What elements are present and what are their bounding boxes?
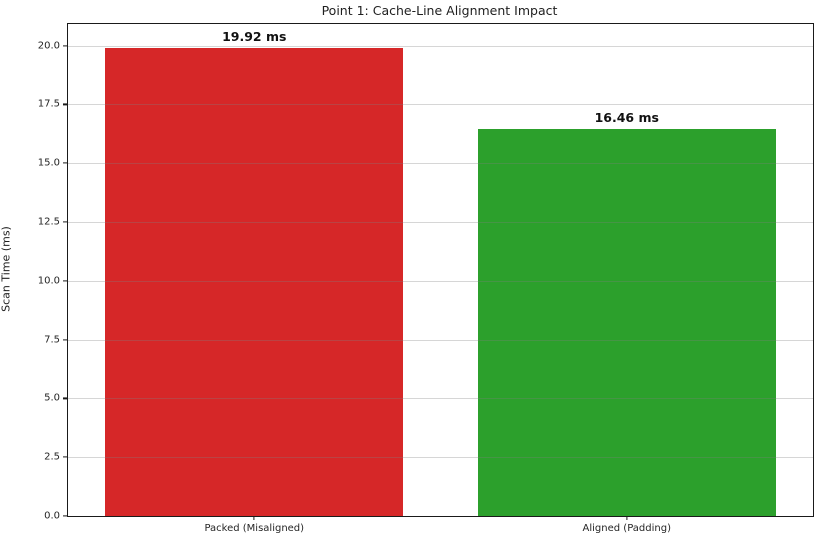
bar-value-label-1: 16.46 ms: [594, 109, 659, 125]
x-tick-label-0: Packed (Misaligned): [204, 523, 305, 534]
y-tick-mark-8: [63, 45, 67, 47]
x-tick-label-1: Aligned (Padding): [582, 523, 671, 534]
y-tick-label-6: 15.0: [37, 157, 60, 169]
bar-value-label-0: 19.92 ms: [222, 28, 287, 44]
x-tick-mark-0: [253, 516, 255, 520]
bar-1: [477, 128, 776, 516]
y-tick-label-5: 12.5: [37, 216, 60, 228]
y-tick-mark-3: [63, 339, 67, 341]
bar-0: [105, 47, 404, 516]
plot-area: 19.92 ms Packed (Misaligned) 16.46 ms Align…: [38, 23, 814, 534]
y-tick-mark-6: [63, 162, 67, 164]
y-tick-label-8: 20.0: [37, 40, 60, 52]
y-tick-mark-1: [63, 456, 67, 458]
y-tick-label-1: 2.5: [44, 451, 60, 463]
x-tick-mark-1: [626, 516, 628, 520]
y-tick-label-2: 5.0: [44, 392, 60, 404]
y-tick-mark-0: [63, 515, 67, 517]
gridline-8: [68, 45, 813, 47]
chart-title: Point 1: Cache-Line Alignment Impact: [321, 3, 558, 18]
y-tick-label-4: 10.0: [37, 275, 60, 287]
y-axis-label: Scan Time (ms): [0, 226, 13, 312]
y-tick-label-7: 17.5: [37, 98, 60, 110]
y-tick-mark-4: [63, 280, 67, 282]
y-tick-label-0: 0.0: [44, 510, 60, 522]
y-tick-mark-5: [63, 221, 67, 223]
y-tick-mark-7: [63, 103, 67, 106]
y-tick-label-3: 7.5: [44, 334, 60, 346]
y-tick-mark-2: [63, 397, 67, 399]
